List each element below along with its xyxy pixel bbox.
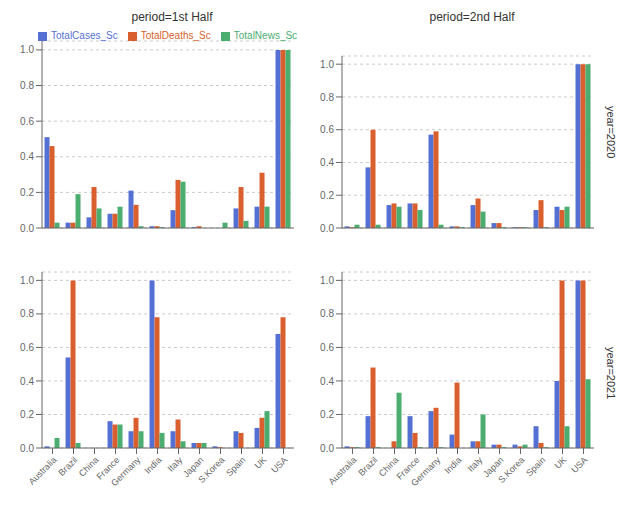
svg-text:Brazil: Brazil bbox=[56, 455, 79, 478]
svg-text:Italy: Italy bbox=[165, 454, 185, 474]
svg-text:0.8: 0.8 bbox=[20, 308, 34, 319]
svg-text:0.0: 0.0 bbox=[20, 443, 34, 454]
html-text:year=2020: year=2020 bbox=[605, 105, 617, 159]
svg-text:Australia: Australia bbox=[27, 455, 59, 487]
html-text:TotalDeaths_Sc: TotalDeaths_Sc bbox=[140, 30, 211, 41]
svg-text:UK: UK bbox=[553, 455, 569, 471]
svg-text:S.Korea: S.Korea bbox=[196, 455, 226, 485]
html-text:year=2021: year=2021 bbox=[605, 346, 617, 400]
svg-text:Australia: Australia bbox=[327, 455, 359, 487]
svg-text:0.2: 0.2 bbox=[20, 409, 34, 420]
svg-text:0.2: 0.2 bbox=[320, 409, 334, 420]
svg-text:Japan: Japan bbox=[481, 454, 506, 480]
svg-text:0.4: 0.4 bbox=[20, 151, 34, 162]
svg-text:1.0: 1.0 bbox=[20, 44, 34, 55]
svg-text:0.4: 0.4 bbox=[320, 157, 334, 168]
svg-text:France: France bbox=[94, 454, 122, 482]
svg-text:0.6: 0.6 bbox=[20, 116, 34, 127]
svg-text:1.0: 1.0 bbox=[20, 275, 34, 286]
svg-text:0.8: 0.8 bbox=[320, 92, 334, 103]
svg-text:0.2: 0.2 bbox=[20, 187, 34, 198]
svg-text:1.0: 1.0 bbox=[320, 59, 334, 70]
svg-text:China: China bbox=[76, 454, 101, 479]
html-text:TotalCases_Sc: TotalCases_Sc bbox=[51, 30, 118, 41]
svg-text:0.0: 0.0 bbox=[320, 223, 334, 234]
svg-text:0.8: 0.8 bbox=[320, 308, 334, 319]
html-text:TotalNews_Sc: TotalNews_Sc bbox=[233, 30, 298, 41]
svg-text:Germany: Germany bbox=[109, 455, 143, 489]
svg-text:Spain: Spain bbox=[524, 455, 547, 478]
svg-text:0.4: 0.4 bbox=[20, 376, 34, 387]
svg-text:0.0: 0.0 bbox=[20, 223, 34, 234]
svg-text:Italy: Italy bbox=[465, 454, 485, 474]
svg-text:0.8: 0.8 bbox=[20, 80, 34, 91]
svg-text:China: China bbox=[376, 454, 401, 479]
svg-text:0.2: 0.2 bbox=[320, 190, 334, 201]
svg-text:Brazil: Brazil bbox=[356, 455, 379, 478]
svg-text:Japan: Japan bbox=[181, 454, 206, 480]
svg-text:S.Korea: S.Korea bbox=[496, 455, 526, 485]
svg-text:India: India bbox=[443, 455, 464, 476]
svg-text:0.0: 0.0 bbox=[320, 443, 334, 454]
svg-text:USA: USA bbox=[569, 455, 589, 475]
svg-text:0.4: 0.4 bbox=[320, 376, 334, 387]
svg-text:0.6: 0.6 bbox=[320, 342, 334, 353]
svg-text:USA: USA bbox=[269, 455, 289, 475]
svg-text:India: India bbox=[143, 455, 164, 476]
svg-text:Spain: Spain bbox=[224, 455, 247, 478]
svg-text:Germany: Germany bbox=[409, 455, 443, 489]
svg-text:1.0: 1.0 bbox=[320, 275, 334, 286]
svg-text:0.6: 0.6 bbox=[320, 124, 334, 135]
html-text:period=2nd Half: period=2nd Half bbox=[429, 10, 515, 24]
html-text:period=1st Half: period=1st Half bbox=[131, 10, 213, 24]
svg-text:0.6: 0.6 bbox=[20, 342, 34, 353]
svg-text:France: France bbox=[394, 454, 422, 482]
svg-text:UK: UK bbox=[253, 455, 269, 471]
